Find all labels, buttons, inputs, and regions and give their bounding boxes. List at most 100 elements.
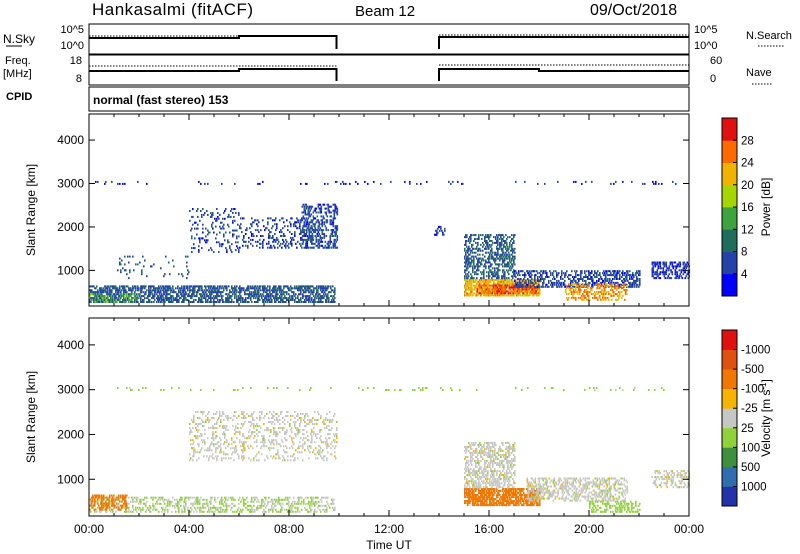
range-cell xyxy=(488,294,490,297)
range-cell xyxy=(214,289,216,292)
range-cell xyxy=(658,273,661,276)
range-cell xyxy=(269,291,271,294)
range-cell xyxy=(489,243,491,246)
range-cell xyxy=(236,291,238,294)
range-cell xyxy=(468,247,470,250)
range-cell xyxy=(475,265,477,268)
range-cell xyxy=(474,238,476,240)
range-cell xyxy=(506,263,508,266)
range-cell xyxy=(506,257,508,260)
range-cell xyxy=(97,500,99,503)
range-cell xyxy=(610,294,612,297)
range-cell xyxy=(105,301,107,303)
range-cell xyxy=(173,291,175,294)
range-cell xyxy=(482,245,484,248)
range-cell xyxy=(483,275,485,278)
range-cell xyxy=(186,277,188,280)
range-cell xyxy=(682,263,685,266)
range-cell xyxy=(132,500,134,503)
range-cell xyxy=(326,510,328,513)
range-cell xyxy=(145,285,147,288)
range-cell xyxy=(308,297,310,300)
range-cell xyxy=(494,282,496,285)
range-cell xyxy=(92,297,94,300)
range-cell xyxy=(269,285,271,288)
range-cell xyxy=(308,291,310,294)
range-cell xyxy=(186,261,188,264)
range-cell xyxy=(465,243,467,246)
range-cell xyxy=(266,504,268,507)
range-cell xyxy=(254,219,256,222)
range-cell xyxy=(317,231,320,234)
range-cell xyxy=(167,504,169,507)
range-cell xyxy=(97,506,99,509)
range-cell xyxy=(501,255,503,258)
range-cell xyxy=(552,274,554,277)
range-cell xyxy=(472,255,474,258)
range-cell xyxy=(466,240,468,242)
range-cell xyxy=(307,213,310,216)
range-cell xyxy=(197,301,199,303)
range-cell xyxy=(253,510,255,513)
range-cell xyxy=(508,247,510,250)
range-cell xyxy=(102,500,104,503)
range-cell xyxy=(94,498,96,501)
range-cell xyxy=(188,496,190,499)
range-cell xyxy=(160,289,162,292)
range-cell xyxy=(203,291,205,294)
range-cell xyxy=(330,211,333,214)
range-cell xyxy=(107,291,109,294)
range-cell xyxy=(497,269,499,272)
range-cell xyxy=(621,287,623,290)
range-cell xyxy=(595,281,597,284)
range-cell xyxy=(289,506,291,509)
range-cell xyxy=(542,283,544,286)
range-cell xyxy=(509,255,511,258)
range-cell xyxy=(310,289,312,292)
range-cell xyxy=(672,265,675,268)
range-cell xyxy=(152,295,154,298)
range-cell xyxy=(491,292,494,295)
range-cell xyxy=(633,276,635,278)
range-cell xyxy=(509,259,511,262)
range-cell xyxy=(266,287,268,290)
range-cell xyxy=(678,261,681,264)
range-cell xyxy=(331,231,334,234)
range-cell xyxy=(117,299,119,301)
range-cell xyxy=(527,285,529,288)
range-cell xyxy=(149,508,151,511)
range-cell xyxy=(494,284,497,287)
range-cell xyxy=(522,279,524,282)
range-cell xyxy=(332,217,335,220)
range-cell xyxy=(321,223,324,226)
range-cell xyxy=(97,498,99,501)
range-cell xyxy=(171,295,173,298)
range-cell xyxy=(120,291,122,294)
range-cell xyxy=(611,289,613,292)
range-cell xyxy=(132,297,134,300)
range-cell xyxy=(585,279,587,282)
range-cell xyxy=(137,297,139,300)
range-cell xyxy=(225,299,227,301)
range-cell xyxy=(580,276,582,278)
range-cell xyxy=(107,289,109,292)
range-cell xyxy=(473,257,475,260)
range-cell xyxy=(552,285,554,288)
range-cell xyxy=(493,273,495,276)
range-cell xyxy=(225,508,227,511)
range-cell xyxy=(290,240,292,243)
range-cell xyxy=(335,231,338,234)
range-cell xyxy=(125,299,127,301)
range-cell xyxy=(591,279,593,282)
range-cell xyxy=(289,508,291,511)
range-cell xyxy=(514,274,516,277)
range-cell xyxy=(594,294,596,297)
range-cell xyxy=(150,289,152,292)
range-cell xyxy=(309,297,311,300)
range-cell xyxy=(472,243,474,246)
range-cell xyxy=(134,291,136,294)
range-cell xyxy=(184,510,186,513)
range-cell xyxy=(262,301,264,303)
range-cell xyxy=(99,297,101,300)
range-cell xyxy=(488,267,490,270)
